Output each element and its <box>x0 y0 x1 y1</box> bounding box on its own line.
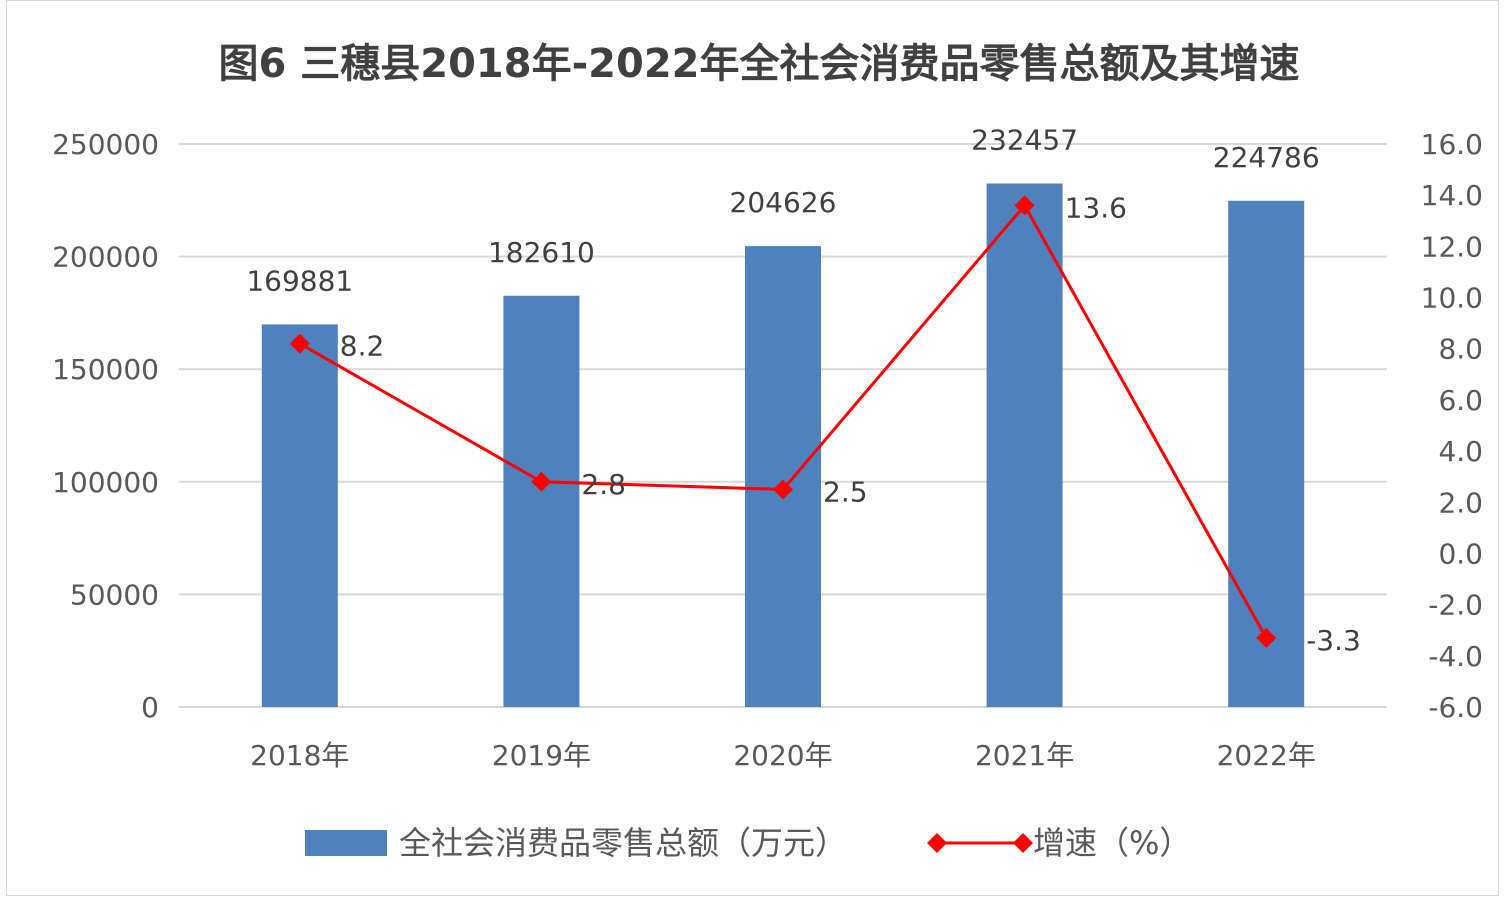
category-tick-label: 2018年 <box>250 739 349 772</box>
legend-bar-swatch <box>305 830 387 856</box>
left-tick-label: 100000 <box>52 466 159 499</box>
category-tick-label: 2022年 <box>1217 739 1316 772</box>
right-tick-label: -2.0 <box>1428 589 1483 622</box>
category-tick-label: 2021年 <box>975 739 1074 772</box>
left-tick-label: 150000 <box>52 353 159 386</box>
line-marker <box>531 471 552 492</box>
left-tick-label: 0 <box>141 691 159 724</box>
right-tick-label: 4.0 <box>1438 435 1483 468</box>
right-tick-label: 6.0 <box>1438 384 1483 417</box>
bar <box>261 324 338 707</box>
legend-line-marker <box>1013 833 1033 853</box>
left-tick-label: 200000 <box>52 241 159 274</box>
chart-title: 图6 三穗县2018年-2022年全社会消费品零售总额及其增速 <box>218 41 1299 87</box>
right-tick-label: -4.0 <box>1428 640 1483 673</box>
right-axis-ticks: -6.0 -4.0 -2.0 0.0 2.0 4.0 6.0 8.0 10.0 12.0 14.0 1… <box>1421 128 1483 724</box>
bar-data-label: 204626 <box>730 186 837 219</box>
bar <box>986 183 1063 707</box>
bar <box>1228 200 1305 707</box>
line-data-label: 13.6 <box>1065 191 1127 224</box>
line-data-label: 8.2 <box>340 330 385 363</box>
legend: 全社会消费品零售总额（万元） 增速（%） <box>305 824 1191 862</box>
line-data-label: -3.3 <box>1306 624 1361 657</box>
legend-bar-label: 全社会消费品零售总额（万元） <box>399 824 847 862</box>
left-tick-label: 50000 <box>70 578 159 611</box>
category-tick-label: 2019年 <box>492 739 591 772</box>
right-tick-label: 16.0 <box>1421 128 1483 161</box>
line-data-label: 2.5 <box>823 475 868 508</box>
bar <box>503 295 580 707</box>
line-marker <box>1014 195 1035 216</box>
bar-data-label: 169881 <box>246 264 353 297</box>
line-series <box>289 195 1277 648</box>
bar <box>745 246 821 707</box>
line-marker <box>289 333 310 354</box>
category-axis-ticks: 2018年 2019年 2020年 2021年 2022年 <box>250 739 1316 772</box>
right-tick-label: 2.0 <box>1438 486 1483 519</box>
chart-frame: 图6 三穗县2018年-2022年全社会消费品零售总额及其增速 0 50000 10… <box>6 0 1499 896</box>
right-tick-label: 0.0 <box>1438 537 1483 570</box>
bar-series <box>261 183 1305 707</box>
bar-data-labels: 169881 182610 204626 232457 224786 <box>246 124 1319 298</box>
line-data-label: 2.8 <box>581 468 626 501</box>
line-marker <box>773 479 793 500</box>
line-marker <box>1256 627 1277 648</box>
right-tick-label: 12.0 <box>1421 230 1483 263</box>
bar-data-label: 182610 <box>488 236 595 269</box>
right-tick-label: -6.0 <box>1428 691 1483 724</box>
left-tick-label: 250000 <box>52 128 159 161</box>
right-tick-label: 10.0 <box>1421 282 1483 315</box>
bar-data-label: 232457 <box>971 124 1078 157</box>
legend-line-marker <box>927 833 947 853</box>
bar-data-label: 224786 <box>1213 141 1320 174</box>
legend-line-label: 增速（%） <box>1033 824 1191 862</box>
chart-canvas: 图6 三穗县2018年-2022年全社会消费品零售总额及其增速 0 50000 10… <box>52 41 1483 862</box>
right-tick-label: 8.0 <box>1438 333 1483 366</box>
left-axis-ticks: 0 50000 100000 150000 200000 250000 <box>52 128 159 724</box>
line-data-labels: 8.2 2.8 2.5 13.6 -3.3 <box>340 191 1361 656</box>
right-tick-label: 14.0 <box>1421 179 1483 212</box>
category-tick-label: 2020年 <box>733 739 832 772</box>
